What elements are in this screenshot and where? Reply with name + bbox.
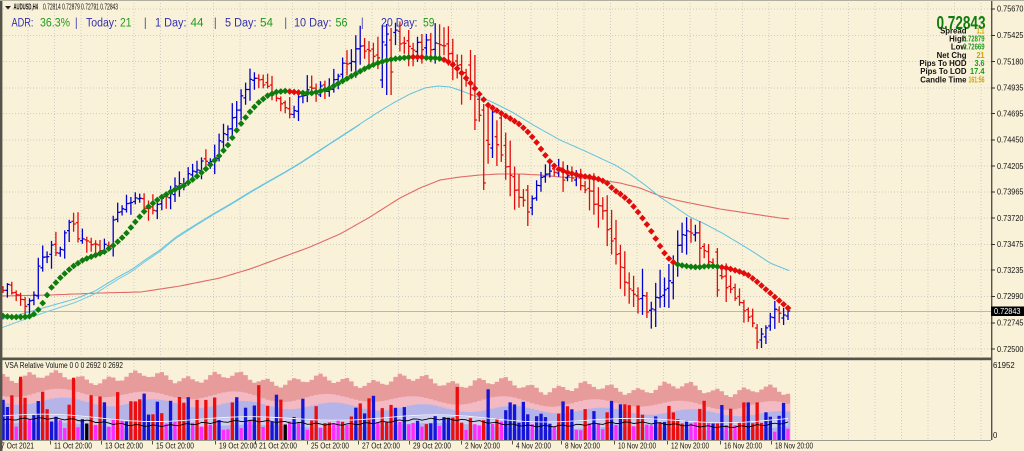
svg-text:4 Nov 20:00: 4 Nov 20:00 xyxy=(516,442,552,451)
svg-text:VSA Relative Volume 0 0 0 2692: VSA Relative Volume 0 0 0 2692 0 2692 xyxy=(5,361,123,370)
svg-text:19 Oct 20:00: 19 Oct 20:00 xyxy=(219,442,258,451)
svg-text:0.74205: 0.74205 xyxy=(997,162,1024,171)
svg-text:0.72669: 0.72669 xyxy=(963,43,985,52)
svg-text:AUDUSD,H4: AUDUSD,H4 xyxy=(14,2,39,11)
svg-text:12 Nov 20:00: 12 Nov 20:00 xyxy=(671,442,710,451)
svg-text:3.6: 3.6 xyxy=(975,59,986,68)
svg-text:13 Oct 20:00: 13 Oct 20:00 xyxy=(105,442,144,451)
svg-text:18 Nov 20:00: 18 Nov 20:00 xyxy=(775,442,814,451)
svg-text:7 Oct 2021: 7 Oct 2021 xyxy=(1,442,34,451)
svg-text:0.74935: 0.74935 xyxy=(997,84,1024,93)
svg-text:Low: Low xyxy=(951,43,968,52)
svg-text:Candle Time: Candle Time xyxy=(920,75,967,84)
svg-text:0.73720: 0.73720 xyxy=(997,214,1024,223)
svg-text:0.74450: 0.74450 xyxy=(997,136,1024,145)
svg-text:29 Oct 20:00: 29 Oct 20:00 xyxy=(413,442,452,451)
svg-text:21 Oct 20:00: 21 Oct 20:00 xyxy=(259,442,298,451)
svg-text:0.74695: 0.74695 xyxy=(997,109,1024,118)
svg-text:8 Nov 20:00: 8 Nov 20:00 xyxy=(565,442,601,451)
svg-text:161:56: 161:56 xyxy=(969,75,985,84)
svg-text:15 Oct 20:00: 15 Oct 20:00 xyxy=(156,442,195,451)
svg-text:61952: 61952 xyxy=(993,361,1015,370)
svg-text:16 Nov 20:00: 16 Nov 20:00 xyxy=(724,442,763,451)
svg-text:0.72843: 0.72843 xyxy=(994,307,1021,316)
svg-text:0: 0 xyxy=(993,431,998,440)
svg-text:ADR:36.3%|Today:21|1 Day:44|5: ADR: 36.3% | Today: 21 | 1 Day: 44 | 5 Day: 54 | 10 … xyxy=(12,18,435,30)
svg-text:1.1: 1.1 xyxy=(977,26,985,35)
svg-text:0.75425: 0.75425 xyxy=(997,31,1024,40)
svg-text:0.73235: 0.73235 xyxy=(997,266,1024,275)
svg-text:0.72879: 0.72879 xyxy=(963,35,985,44)
svg-text:0.75670: 0.75670 xyxy=(997,5,1024,14)
svg-text:0.75180: 0.75180 xyxy=(997,57,1024,66)
svg-text:0.73965: 0.73965 xyxy=(997,188,1024,197)
svg-text:21: 21 xyxy=(977,51,986,60)
svg-text:Pips To LOD: Pips To LOD xyxy=(920,67,967,76)
svg-text:25 Oct 20:00: 25 Oct 20:00 xyxy=(311,442,350,451)
svg-text:2 Nov 20:00: 2 Nov 20:00 xyxy=(465,442,501,451)
svg-text:0.72500: 0.72500 xyxy=(997,345,1024,354)
svg-text:Net Chg: Net Chg xyxy=(937,51,967,60)
svg-text:High: High xyxy=(949,35,967,44)
svg-text:27 Oct 20:00: 27 Oct 20:00 xyxy=(362,442,401,451)
svg-text:0.72990: 0.72990 xyxy=(997,292,1024,301)
svg-text:Pips To HOD: Pips To HOD xyxy=(919,59,966,68)
svg-text:0.72843: 0.72843 xyxy=(937,13,986,33)
svg-text:10 Nov 20:00: 10 Nov 20:00 xyxy=(618,442,657,451)
svg-text:0.72745: 0.72745 xyxy=(997,319,1024,328)
svg-text:0.73475: 0.73475 xyxy=(997,240,1024,249)
svg-text:17.4: 17.4 xyxy=(970,67,985,76)
svg-text:Spread: Spread xyxy=(940,26,967,35)
svg-text:0.72814 0.72879 0.72791 0.7284: 0.72814 0.72879 0.72791 0.72843 xyxy=(43,2,118,11)
svg-text:11 Oct 20:00: 11 Oct 20:00 xyxy=(54,442,93,451)
